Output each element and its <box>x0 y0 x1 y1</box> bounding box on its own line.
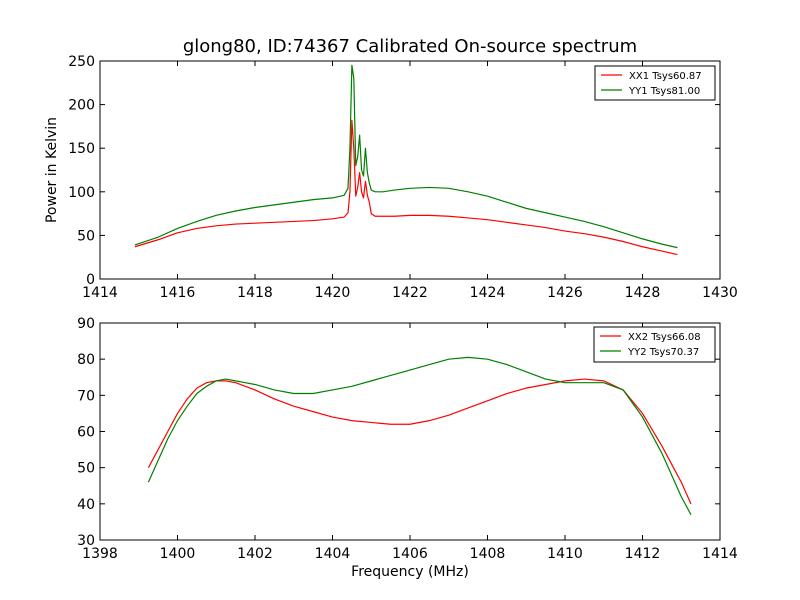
chart-2-xtick-label: 1406 <box>392 546 428 562</box>
chart-1-xtick-label: 1422 <box>392 285 428 301</box>
chart-1-xtick-label: 1428 <box>625 285 661 301</box>
chart-2-legend-box <box>593 326 716 363</box>
chart-1-xtick-label: 1418 <box>237 285 273 301</box>
chart-1-xtick-label: 1424 <box>470 285 506 301</box>
chart-1-ylabel: Power in Kelvin <box>44 117 60 223</box>
chart-2-xtick-label: 1402 <box>237 546 273 562</box>
plots: 1414 1416 1418 1420 1422 1424 1426 1428 14300501… <box>44 54 738 580</box>
chart-2-xtick-label: 1400 <box>160 546 196 562</box>
chart-2-legend-label: XX2 Tsys66.08 <box>628 332 701 343</box>
chart-1-xtick-label: 1416 <box>160 285 196 301</box>
chart-1-xtick-label: 1430 <box>702 285 738 301</box>
chart-2-legend-label: YY2 Tsys70.37 <box>627 347 699 358</box>
chart-1-ytick-label: 150 <box>68 141 95 157</box>
chart-2-xtick-label: 1414 <box>702 546 738 562</box>
chart-1-ytick-label: 200 <box>68 98 95 114</box>
chart-1-ytick-label: 0 <box>86 272 95 288</box>
chart-2-ytick-label: 60 <box>77 425 95 441</box>
chart-2-ytick-label: 50 <box>77 461 95 477</box>
chart-2-legend: XX2 Tsys66.08 YY2 Tsys70.37 <box>593 326 716 363</box>
chart-1-legend-label: YY1 Tsys81.00 <box>628 86 700 97</box>
chart-1-ytick-label: 100 <box>68 185 95 201</box>
chart-1: 1414 1416 1418 1420 1422 1424 1426 1428 1430 0 50 1… <box>44 54 738 301</box>
chart-1-series-1-line <box>134 119 678 256</box>
chart-2-xlabel: Frequency (MHz) <box>351 564 469 580</box>
chart-1-xtick-label: 1426 <box>547 285 583 301</box>
chart-2-ytick-label: 80 <box>77 352 95 368</box>
figure-title: glong80, ID:74367 Calibrated On-source s… <box>183 36 637 57</box>
chart-2-series-2-line <box>147 356 692 515</box>
chart-2-ytick-label: 90 <box>77 316 95 332</box>
chart-1-legend-box <box>594 65 716 101</box>
chart-2-xtick-label: 1410 <box>547 546 583 562</box>
chart-1-ytick-label: 50 <box>77 228 95 244</box>
chart-2-xtick-label: 1408 <box>470 546 506 562</box>
chart-1-legend: XX1 Tsys60.87 YY1 Tsys81.00 <box>594 65 716 101</box>
chart-1-legend-label: XX1 Tsys60.87 <box>629 71 702 82</box>
chart-2: 1398 1400 1402 1404 1406 1408 1410 1412 1414 30 40… <box>77 316 738 580</box>
chart-2-xtick-label: 1404 <box>315 546 351 562</box>
chart-2-xtick-label: 1412 <box>625 546 661 562</box>
chart-1-xtick-label: 1420 <box>315 285 351 301</box>
chart-2-ytick-label: 40 <box>77 497 95 513</box>
chart-2-ytick-label: 30 <box>77 533 95 549</box>
chart-2-xtick-label: 1398 <box>82 546 118 562</box>
chart-1-series-2-line <box>134 64 678 249</box>
chart-1-ytick-label: 250 <box>68 54 95 70</box>
chart-2-ytick-label: 70 <box>77 388 95 404</box>
chart-2-series-1-line <box>147 378 692 505</box>
chart-1-xtick-label: 1414 <box>82 285 118 301</box>
